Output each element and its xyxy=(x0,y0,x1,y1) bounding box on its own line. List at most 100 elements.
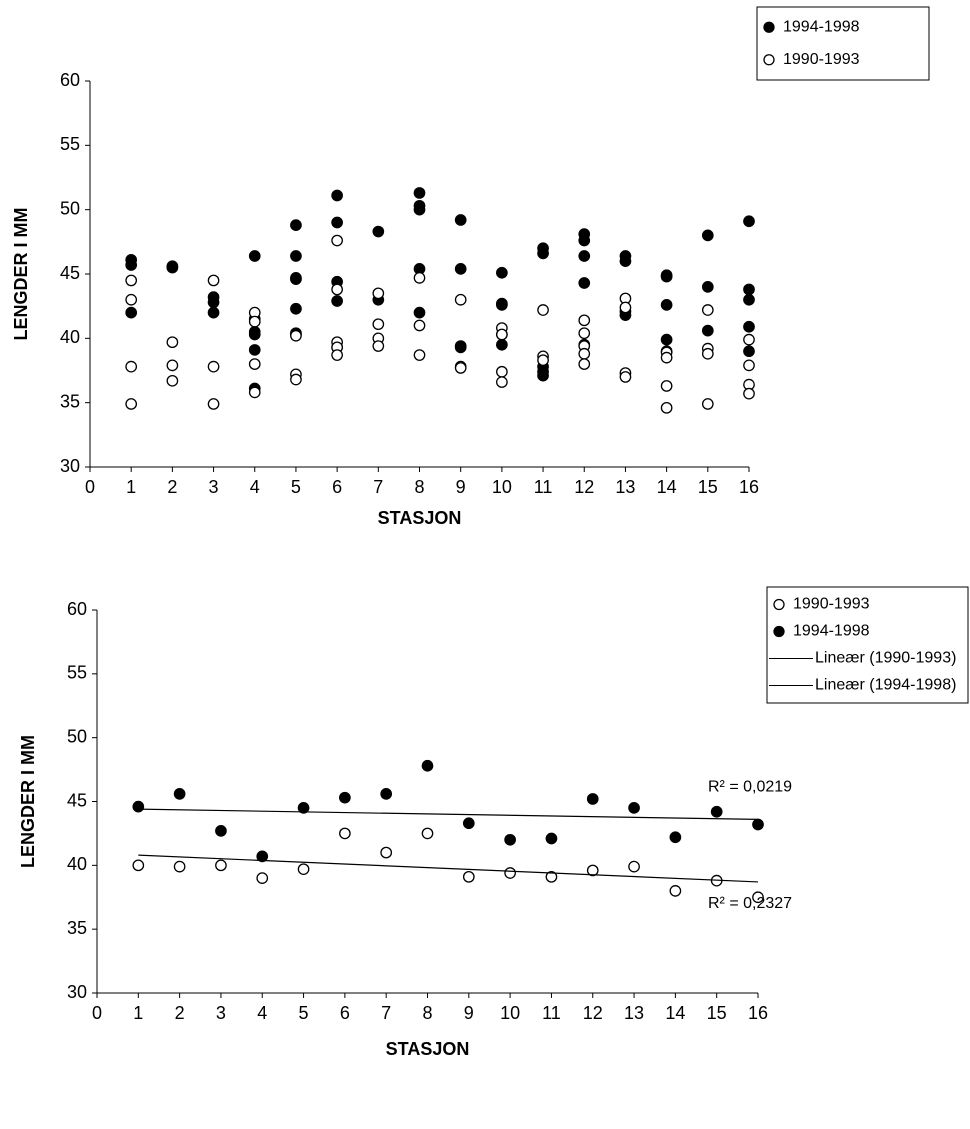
x-tick-label: 9 xyxy=(456,477,466,497)
data-point xyxy=(331,234,343,247)
x-tick-label: 6 xyxy=(340,1003,350,1023)
data-point xyxy=(496,365,508,378)
data-point xyxy=(743,387,755,400)
x-tick-label: 1 xyxy=(126,477,136,497)
data-point xyxy=(496,376,508,388)
data-point xyxy=(339,827,351,840)
r-squared-label: R² = 0,2327 xyxy=(708,895,792,912)
x-tick-label: 2 xyxy=(167,477,177,497)
y-axis-title: LENGDER I MM xyxy=(11,208,31,341)
x-tick-label: 12 xyxy=(583,1003,603,1023)
legend-marker xyxy=(763,21,775,33)
trend-line xyxy=(138,808,759,820)
data-point xyxy=(413,272,426,284)
data-point xyxy=(586,793,599,805)
data-point xyxy=(207,306,220,319)
data-point xyxy=(125,306,138,319)
y-tick-label: 30 xyxy=(60,456,80,476)
legend-box xyxy=(766,586,969,704)
data-point xyxy=(619,301,632,314)
data-point xyxy=(207,398,220,410)
data-point xyxy=(504,833,516,846)
x-tick-label: 3 xyxy=(209,477,219,497)
x-tick-label: 12 xyxy=(574,477,594,497)
data-point xyxy=(701,398,714,410)
data-point xyxy=(248,386,261,399)
x-tick-label: 9 xyxy=(464,1003,474,1023)
data-point xyxy=(743,359,755,372)
data-point xyxy=(125,274,138,287)
data-point xyxy=(290,373,302,386)
data-point xyxy=(537,369,549,382)
data-point xyxy=(372,225,385,238)
data-point xyxy=(132,800,145,813)
data-point xyxy=(166,261,179,274)
data-point xyxy=(290,219,302,231)
y-tick-label: 35 xyxy=(60,391,80,411)
x-tick-label: 14 xyxy=(665,1003,685,1023)
y-tick-label: 55 xyxy=(60,134,80,154)
data-point xyxy=(290,302,302,315)
data-point xyxy=(125,259,138,271)
legend-marker xyxy=(773,625,785,638)
data-point xyxy=(660,351,673,364)
data-point xyxy=(578,277,591,289)
data-point xyxy=(701,304,714,316)
x-tick-label: 10 xyxy=(500,1003,520,1023)
data-point xyxy=(454,341,467,354)
y-tick-label: 50 xyxy=(60,198,80,218)
data-point xyxy=(256,872,269,884)
y-tick-label: 40 xyxy=(67,854,87,874)
data-point xyxy=(248,315,261,328)
data-point xyxy=(743,293,755,306)
data-point xyxy=(660,270,673,283)
r-squared-label: R² = 0,0219 xyxy=(708,779,792,796)
data-point xyxy=(256,850,269,863)
y-tick-label: 45 xyxy=(67,790,87,810)
data-point xyxy=(331,295,343,307)
data-point xyxy=(372,318,385,331)
x-tick-label: 8 xyxy=(422,1003,432,1023)
data-point xyxy=(586,864,599,877)
x-tick-label: 7 xyxy=(381,1003,391,1023)
data-point xyxy=(166,359,179,372)
data-point xyxy=(290,329,302,342)
y-tick-label: 45 xyxy=(60,263,80,283)
x-tick-label: 15 xyxy=(698,477,718,497)
data-point xyxy=(496,338,508,351)
x-tick-label: 16 xyxy=(739,477,759,497)
data-point xyxy=(380,787,393,800)
data-point xyxy=(248,250,261,262)
data-point xyxy=(578,234,591,247)
legend: 1990-1993 1994-1998 Lineær (1990-1993) Line… xyxy=(766,586,969,704)
data-point xyxy=(743,215,755,228)
data-point xyxy=(166,374,179,387)
data-point xyxy=(331,216,343,229)
x-tick-label: 16 xyxy=(748,1003,768,1023)
data-point xyxy=(173,787,186,800)
data-point xyxy=(628,860,640,873)
data-point xyxy=(421,827,434,840)
data-point xyxy=(496,299,508,311)
data-point xyxy=(380,846,393,859)
data-point xyxy=(207,296,220,309)
legend-label: 1994-1998 xyxy=(783,18,860,35)
data-point xyxy=(166,336,179,349)
data-point xyxy=(339,791,351,804)
data-point xyxy=(413,349,426,361)
data-point xyxy=(504,867,516,879)
data-point xyxy=(743,283,755,296)
data-point xyxy=(413,203,426,216)
data-point xyxy=(537,354,549,367)
data-point xyxy=(752,891,764,904)
data-point xyxy=(421,759,434,772)
data-point xyxy=(660,380,673,392)
x-tick-label: 10 xyxy=(492,477,512,497)
data-point xyxy=(752,818,764,831)
x-tick-label: 8 xyxy=(414,477,424,497)
data-point xyxy=(710,805,723,818)
